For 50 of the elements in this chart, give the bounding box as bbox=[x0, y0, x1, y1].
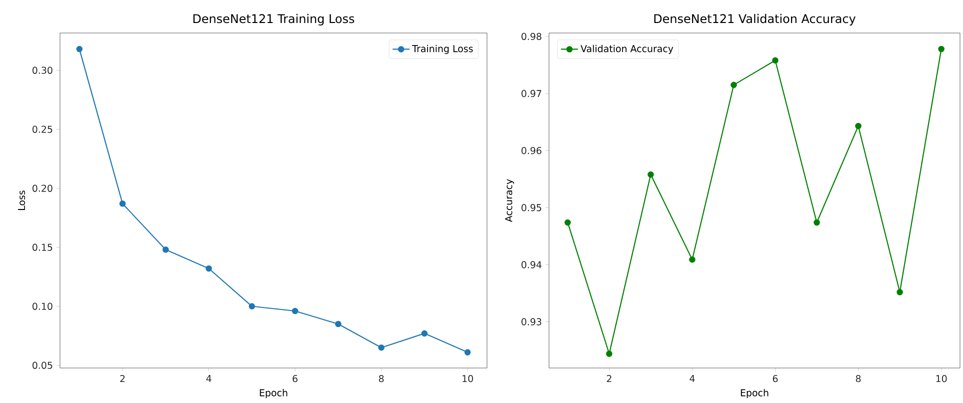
x-tick-label: 8 bbox=[856, 375, 861, 382]
point bbox=[378, 344, 384, 351]
point bbox=[421, 330, 428, 337]
point bbox=[564, 219, 571, 226]
y-tick-label: 0.95 bbox=[522, 204, 542, 212]
x-tick-label: 6 bbox=[772, 375, 778, 382]
y-tick-label: 0.96 bbox=[522, 146, 542, 154]
y-tick-label: 0.25 bbox=[32, 126, 52, 133]
y-tick-label: 0.97 bbox=[522, 90, 542, 98]
point bbox=[855, 122, 862, 130]
y-tick-label: 0.93 bbox=[522, 318, 542, 326]
point bbox=[119, 200, 126, 207]
y-tick-label: 0.05 bbox=[32, 362, 52, 369]
y-tick-label: 0.10 bbox=[32, 302, 52, 310]
y-tick-label: 0.94 bbox=[522, 261, 542, 268]
x-tick-label: 6 bbox=[292, 375, 298, 382]
point bbox=[938, 46, 944, 52]
point bbox=[689, 256, 696, 263]
point bbox=[335, 320, 342, 328]
point bbox=[814, 219, 820, 226]
y-tick-label: 0.15 bbox=[32, 244, 52, 251]
chart-title: DenseNet121 Validation Accuracy bbox=[654, 14, 856, 26]
x-tick-label: 2 bbox=[606, 375, 612, 382]
point bbox=[730, 82, 737, 88]
point bbox=[606, 350, 612, 357]
point bbox=[248, 303, 256, 310]
legend-label: Validation Accuracy bbox=[580, 44, 674, 54]
point bbox=[292, 308, 298, 314]
y-tick-label: 0.98 bbox=[522, 32, 542, 40]
legend-label: Training Loss bbox=[412, 44, 473, 54]
point bbox=[772, 57, 778, 64]
point bbox=[162, 246, 169, 253]
point bbox=[648, 171, 654, 178]
y-tick-label: 0.30 bbox=[32, 66, 52, 74]
point bbox=[76, 46, 83, 52]
x-tick-label: 10 bbox=[936, 375, 947, 382]
x-axis-title: Epoch bbox=[740, 389, 768, 398]
y-axis-title: Loss bbox=[18, 190, 26, 210]
point bbox=[896, 288, 903, 296]
y-tick-label: 0.20 bbox=[32, 184, 52, 192]
x-tick-label: 4 bbox=[690, 375, 695, 382]
y-axis-title: Accuracy bbox=[505, 179, 514, 222]
x-tick-label: 4 bbox=[206, 375, 212, 382]
x-tick-label: 8 bbox=[378, 375, 384, 382]
x-tick-label: 2 bbox=[120, 375, 125, 382]
point bbox=[206, 265, 212, 272]
x-axis-title: Epoch bbox=[260, 389, 288, 398]
point bbox=[464, 349, 471, 356]
x-tick-label: 10 bbox=[462, 375, 473, 382]
chart-title: DenseNet121 Training Loss bbox=[193, 14, 354, 26]
